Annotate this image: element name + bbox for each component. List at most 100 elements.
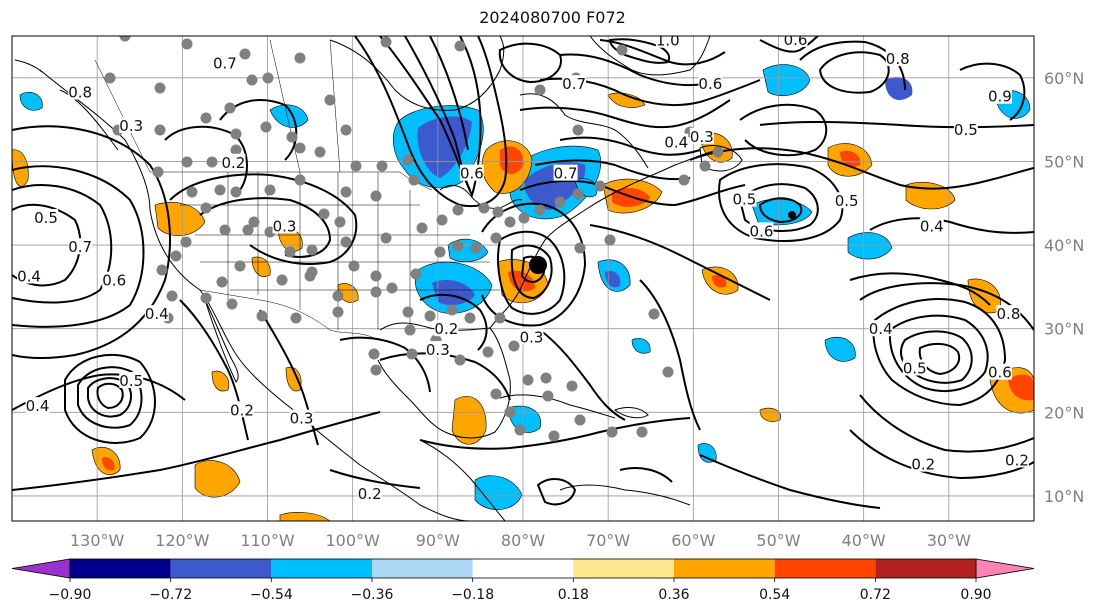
contour-line — [599, 39, 726, 66]
shade-blob — [417, 116, 472, 178]
longitude-tick-label: 70°W — [586, 531, 630, 550]
observation-dot — [522, 374, 534, 386]
contour-line — [510, 244, 553, 300]
observation-dot — [518, 212, 530, 224]
observation-dot — [242, 224, 254, 236]
coast-greenland — [589, 36, 711, 76]
longitude-tick-label: 40°W — [842, 531, 886, 550]
contour-label-bg — [655, 36, 680, 48]
longitude-tick-label: 60°W — [671, 531, 715, 550]
border-state — [329, 39, 341, 173]
longitude-tick-label: 50°W — [756, 531, 800, 550]
colorbar-segment — [170, 559, 272, 578]
contour-label: 0.7 — [213, 54, 237, 72]
contour-line — [77, 366, 143, 429]
shade-blob — [508, 270, 535, 292]
observation-dot — [234, 260, 246, 272]
observation-dot — [119, 36, 131, 42]
observation-dot — [404, 324, 416, 336]
observation-dot — [636, 426, 648, 438]
contour-label: 0.2 — [222, 154, 246, 172]
coast-baja — [204, 299, 239, 383]
longitude-tick-label: 110°W — [240, 531, 295, 550]
observation-dot — [566, 380, 578, 392]
contour-line — [869, 217, 1034, 234]
contour-line — [689, 147, 1034, 190]
contour-label-bg — [34, 208, 59, 225]
observation-dot — [540, 372, 552, 384]
border-state — [94, 59, 151, 173]
observation-dot — [334, 216, 346, 228]
observation-dot — [276, 274, 288, 286]
observation-dot — [368, 348, 380, 360]
contour-line — [959, 62, 1026, 121]
contour-line — [64, 353, 156, 444]
contour-label-bg — [519, 328, 544, 345]
colorbar-segment — [271, 559, 372, 578]
contour-label: 0.2 — [1005, 451, 1029, 469]
contour-line — [419, 417, 691, 450]
latitude-tick-label: 30°N — [1044, 320, 1084, 339]
observation-dot — [219, 224, 231, 236]
contour-line — [718, 163, 844, 242]
shade-blob — [762, 64, 811, 96]
observation-dot — [542, 390, 554, 402]
contour-label-bg — [102, 271, 127, 288]
contour-label: 0.3 — [426, 341, 450, 359]
longitude-tick-label: 30°W — [927, 531, 971, 550]
observation-dot — [504, 406, 516, 418]
observation-dot — [224, 102, 236, 114]
observation-dot — [436, 214, 448, 226]
shade-blob — [824, 336, 856, 362]
contour-line — [12, 125, 171, 359]
shade-blob — [19, 91, 43, 111]
contour-label: 0.6 — [698, 75, 722, 93]
shade-blob — [451, 395, 487, 445]
contour-line — [758, 197, 803, 224]
shade-blob — [474, 475, 523, 510]
observation-dot — [604, 234, 616, 246]
contour-line — [419, 293, 488, 351]
contour-line — [759, 120, 1034, 129]
observation-dot — [350, 160, 362, 172]
colorbar-tick-label: 0.36 — [658, 587, 689, 603]
observation-dot — [181, 38, 193, 50]
observation-dot — [454, 354, 466, 366]
colorbar-tick-label: −0.54 — [250, 587, 293, 603]
shade-blob — [840, 150, 861, 167]
shaded-field — [12, 64, 1034, 521]
contour-line — [534, 159, 691, 181]
observation-dot — [534, 84, 546, 96]
contour-line — [199, 197, 332, 258]
observation-dot — [370, 270, 382, 282]
observation-dot — [572, 124, 584, 136]
observation-dot — [180, 236, 192, 248]
contour-label: 0.2 — [434, 320, 458, 338]
contour-label-bg — [902, 359, 927, 376]
colorbar-tick-label: 0.72 — [860, 587, 891, 603]
observation-dot — [572, 188, 584, 200]
latitude-tick-label: 20°N — [1044, 403, 1084, 422]
observation-dot — [402, 306, 414, 318]
observation-dot — [230, 186, 242, 198]
observation-dot — [104, 72, 116, 84]
observation-dot — [534, 204, 546, 216]
contour-label-bg — [732, 190, 757, 207]
observation-dot — [548, 430, 560, 442]
observation-dot — [181, 156, 193, 168]
observation-dot — [494, 312, 506, 324]
contour-line — [429, 36, 469, 151]
observation-dot — [306, 244, 318, 256]
observation-dot — [332, 306, 344, 318]
contour-label-bg — [17, 267, 42, 284]
colorbar-frame — [69, 558, 977, 579]
observation-dot — [490, 388, 502, 400]
colorbar-tick-label: 0.54 — [759, 587, 790, 603]
contour-label: 0.4 — [17, 268, 41, 286]
observation-dot — [332, 290, 344, 302]
colorbar-segment — [674, 559, 775, 578]
map-title: 2024080700 F072 — [479, 8, 626, 27]
contour-label: 0.8 — [997, 305, 1021, 323]
observation-dot — [226, 298, 238, 310]
